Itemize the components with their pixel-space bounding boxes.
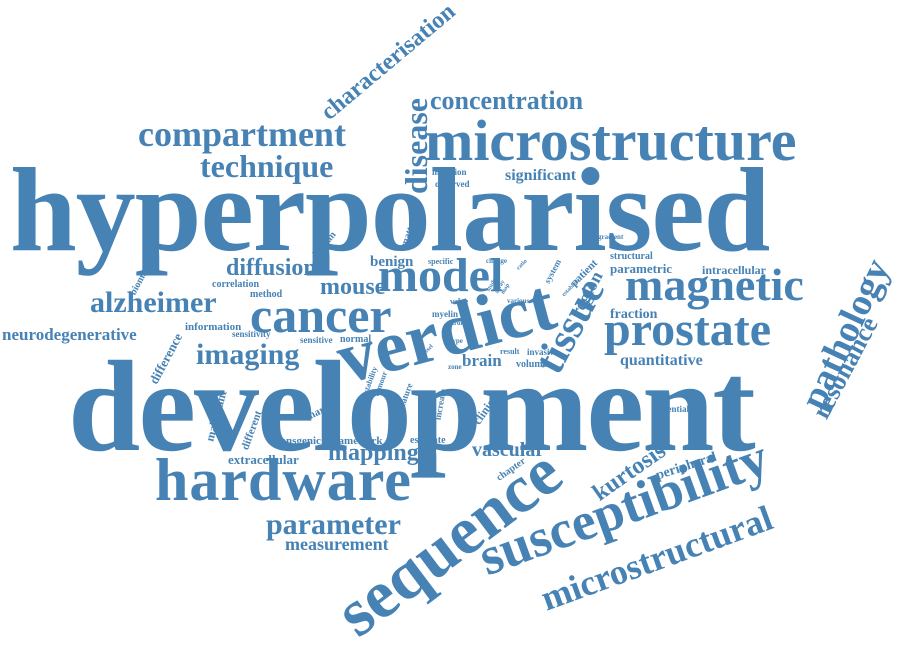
word-mapping: mapping <box>328 440 419 466</box>
word-fraction: fraction <box>610 307 658 322</box>
word-brain: brain <box>462 351 502 370</box>
word-type: type <box>450 337 463 345</box>
word-value: value <box>450 297 469 306</box>
word-compartment: compartment <box>138 114 346 154</box>
word-significant: significant <box>505 167 577 184</box>
word-zone: zone <box>448 363 462 371</box>
word-potential: potential <box>655 404 690 414</box>
word-alzheimer: alzheimer <box>90 286 217 319</box>
word-estimate: estimate <box>410 435 446 446</box>
word-myelin: myelin <box>432 309 458 319</box>
word-development: development <box>68 335 756 479</box>
word-cancer: cancer <box>250 287 392 343</box>
word-neurodegenerative: neurodegenerative <box>2 325 137 344</box>
word-change: change <box>486 257 507 265</box>
word-structural: structural <box>610 251 653 262</box>
word-technique: technique <box>200 148 334 184</box>
word-parameter: parameter <box>266 508 401 541</box>
word-sensitive: sensitive <box>300 335 333 345</box>
word-magnetic: magnetic <box>625 259 804 310</box>
word-vascular: vascular <box>472 439 545 461</box>
word-specific: specific <box>428 257 454 266</box>
word-prostate: prostate <box>604 303 772 356</box>
word-observed: observed <box>435 179 470 189</box>
word-correlation: correlation <box>212 279 260 290</box>
word-measurement: measurement <box>285 534 389 554</box>
word-method: method <box>250 289 283 300</box>
word-concentration: concentration <box>430 86 584 115</box>
word-intracellular: intracellular <box>702 263 766 277</box>
word-framework: framework <box>330 435 383 447</box>
word-information: information <box>185 321 242 333</box>
word-disease: disease <box>398 98 434 194</box>
word-quantitative: quantitative <box>620 352 703 369</box>
word-model: model <box>378 249 504 302</box>
word-invasive: invasive <box>527 347 559 357</box>
word-imaging: imaging <box>196 338 300 371</box>
word-gradient: gradient <box>598 233 624 241</box>
word-inclusion: inclusion <box>432 167 467 177</box>
word-various: various <box>507 297 530 305</box>
word-result: result <box>500 347 520 356</box>
word-mouse: mouse <box>320 274 386 300</box>
word-transgenic: transgenic <box>272 435 321 447</box>
word-microstructure: microstructure <box>425 108 797 173</box>
word-extracellular: extracellular <box>228 452 299 467</box>
word-hyperpolarised: hyperpolarised <box>10 143 770 276</box>
word-benign: benign <box>370 254 414 270</box>
word-iron: iron <box>452 319 465 327</box>
word-normal: normal <box>340 334 372 345</box>
word-sensitivity: sensitivity <box>232 329 271 339</box>
word-parametric: parametric <box>610 261 673 276</box>
word-diffusion: diffusion <box>226 255 317 281</box>
word-hardware: hardware <box>155 447 412 513</box>
word-volume: volume <box>516 359 548 370</box>
